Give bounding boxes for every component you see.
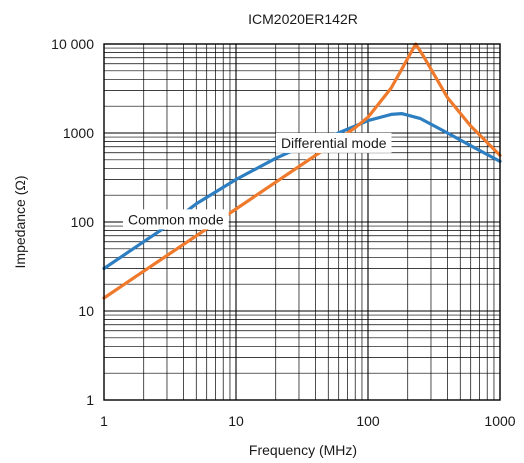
y-tick-labels: 1 10 100 1000 10 000 bbox=[51, 36, 94, 408]
curves bbox=[102, 42, 502, 300]
series-line-differential-mode bbox=[102, 42, 502, 300]
y-tick-label: 100 bbox=[71, 214, 95, 230]
x-tick-label: 100 bbox=[356, 413, 380, 429]
annotation-background bbox=[275, 132, 392, 153]
annotation-text: Common mode bbox=[128, 211, 224, 227]
annotations: Common mode Differential mode bbox=[122, 132, 392, 230]
x-tick-label: 1 bbox=[100, 413, 108, 429]
x-tick-label: 1000 bbox=[484, 413, 515, 429]
y-tick-label: 1000 bbox=[63, 125, 94, 141]
annotation-label: Common mode bbox=[122, 209, 229, 230]
x-tick-label: 10 bbox=[228, 413, 244, 429]
annotation-label: Differential mode bbox=[275, 132, 392, 153]
y-axis-label: Impedance (Ω) bbox=[12, 176, 28, 269]
x-axis-label: Frequency (MHz) bbox=[249, 442, 357, 458]
x-tick-labels: 1 10 100 1000 bbox=[100, 413, 516, 429]
y-tick-label: 10 000 bbox=[51, 36, 94, 52]
chart-title: ICM2020ER142R bbox=[248, 11, 358, 27]
y-tick-label: 10 bbox=[78, 303, 94, 319]
y-tick-label: 1 bbox=[86, 392, 94, 408]
annotation-text: Differential mode bbox=[281, 135, 387, 151]
plot-frame bbox=[103, 43, 501, 401]
grid-lines bbox=[104, 44, 500, 400]
annotation-background bbox=[122, 209, 229, 230]
